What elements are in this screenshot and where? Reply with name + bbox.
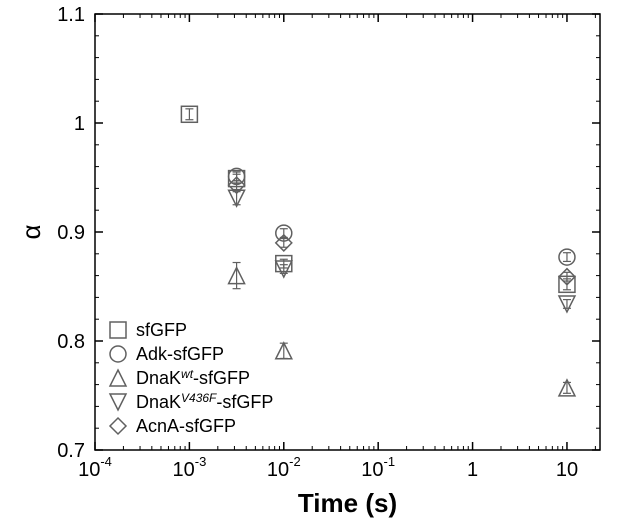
svg-text:10: 10 (556, 459, 578, 481)
legend-item-Adk-sfGFP: Adk-sfGFP (110, 344, 224, 364)
series-DnaKwt-sfGFP (229, 263, 575, 396)
svg-text:0.9: 0.9 (57, 222, 85, 244)
svg-text:1: 1 (74, 113, 85, 135)
svg-text:10-3: 10-3 (172, 454, 206, 481)
svg-text:1: 1 (467, 459, 478, 481)
legend-label: DnaKwt-sfGFP (136, 367, 250, 388)
legend-label: DnaKV436F-sfGFP (136, 391, 273, 412)
series-DnaKV436F-sfGFP (229, 190, 575, 312)
legend-item-sfGFP: sfGFP (110, 320, 187, 340)
legend-label: AcnA-sfGFP (136, 416, 236, 436)
x-axis-title: Time (s) (298, 488, 397, 518)
series-Adk-sfGFP (229, 168, 575, 265)
legend-label: Adk-sfGFP (136, 344, 224, 364)
svg-text:0.8: 0.8 (57, 331, 85, 353)
svg-text:10-1: 10-1 (361, 454, 395, 481)
legend-item-DnaKwt-sfGFP: DnaKwt-sfGFP (110, 367, 250, 388)
svg-text:1.1: 1.1 (57, 4, 85, 26)
legend-item-DnaKV436F-sfGFP: DnaKV436F-sfGFP (110, 391, 273, 412)
legend: sfGFP Adk-sfGFP DnaKwt-sfGFP DnaKV436F-sfGF… (110, 320, 273, 436)
legend-item-AcnA-sfGFP: AcnA-sfGFP (110, 416, 236, 436)
svg-text:10-2: 10-2 (267, 454, 301, 481)
y-axis-title: α (16, 224, 46, 239)
legend-label: sfGFP (136, 320, 187, 340)
svg-text:0.7: 0.7 (57, 440, 85, 462)
scatter-chart: 10-410-310-210-11100.70.80.911.1Time (s)… (0, 0, 627, 532)
